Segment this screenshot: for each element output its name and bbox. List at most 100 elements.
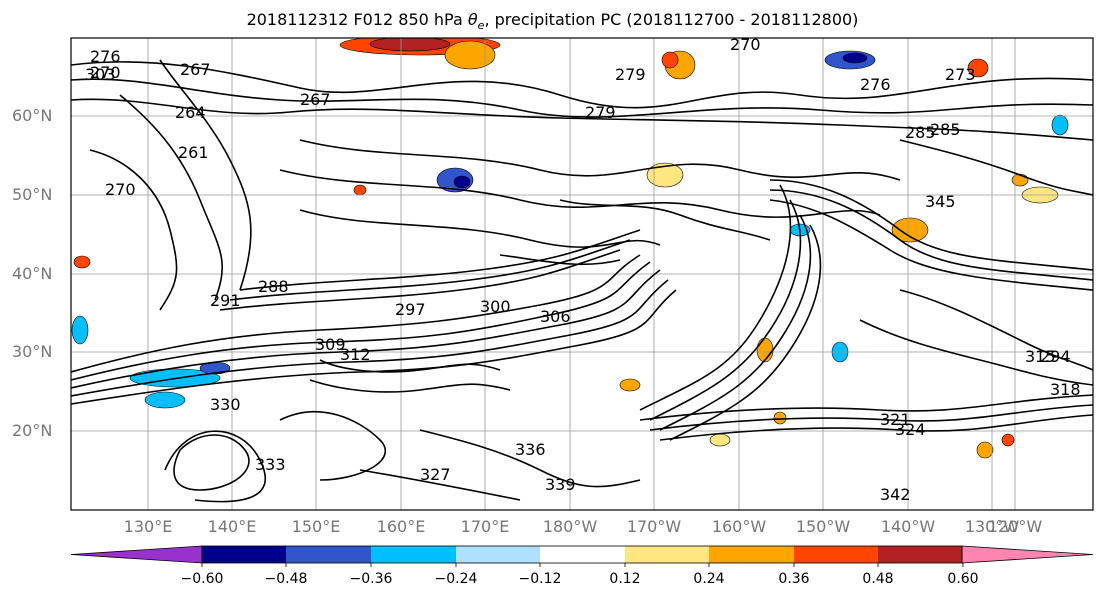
contour-label: 330 xyxy=(210,395,241,414)
precip-area xyxy=(144,391,186,409)
contour-label: 324 xyxy=(895,420,926,439)
contour-label: 279 xyxy=(615,65,646,84)
title-theta: θ xyxy=(467,10,478,29)
colorbar-tick-label: −0.36 xyxy=(349,571,393,587)
contour-label: 321 xyxy=(880,410,911,429)
precip-area xyxy=(73,255,91,269)
contour-label: 261 xyxy=(178,143,209,162)
contour-label: 264 xyxy=(175,103,206,122)
lon-label: 150°W xyxy=(795,517,851,536)
contour-label: 267 xyxy=(300,90,331,109)
title-suffix: , precipitation PC (2018112700 - 2018112… xyxy=(484,10,859,29)
precip-area xyxy=(1001,433,1015,447)
theta-e-contour xyxy=(71,61,1093,109)
contour-label: 288 xyxy=(258,277,289,296)
lon-label: 130°E xyxy=(123,517,173,536)
precip-area xyxy=(891,217,929,243)
precip-area xyxy=(369,38,451,52)
theta-e-contour xyxy=(659,214,812,431)
lon-label: 170°E xyxy=(460,517,510,536)
colorbar-outline xyxy=(201,545,963,564)
lon-label: 120°W xyxy=(987,517,1043,536)
theta-e-contour xyxy=(71,254,641,373)
lat-label: 20°N xyxy=(12,421,53,440)
lon-label: 140°W xyxy=(880,517,936,536)
lat-label: 50°N xyxy=(12,185,53,204)
theta-e-contour xyxy=(229,239,631,301)
colorbar-segment xyxy=(456,546,540,563)
colorbar-tick-label: 0.12 xyxy=(609,571,641,587)
contour-label: 270 xyxy=(90,63,121,82)
theta-e-contour xyxy=(89,149,178,311)
contour-label: 306 xyxy=(540,307,571,326)
colorbar-extend-high xyxy=(961,545,1094,564)
contour-label: 345 xyxy=(925,192,956,211)
contour-label: 291 xyxy=(210,291,241,310)
contour-label: 339 xyxy=(545,475,576,494)
theta-e-contour xyxy=(319,359,501,373)
theta-e-contour xyxy=(899,139,1093,196)
contour-label: 309 xyxy=(315,335,346,354)
contour-label: 297 xyxy=(395,300,426,319)
precip-area xyxy=(773,411,787,425)
colorbar-segment xyxy=(709,546,794,563)
contour-label: 294 xyxy=(1040,347,1071,366)
lon-label: 150°E xyxy=(291,517,341,536)
contour-label: 267 xyxy=(180,60,211,79)
colorbar-segment xyxy=(202,546,286,563)
theta-e-contour xyxy=(559,199,771,241)
theta-e-contour xyxy=(499,254,621,266)
theta-e-contour xyxy=(71,269,661,389)
contour-label: 342 xyxy=(880,485,911,504)
theta-e-contour xyxy=(769,179,1093,271)
contour-label: 303 xyxy=(85,65,116,84)
colorbar-tick-label: −0.60 xyxy=(180,571,224,587)
theta-e-contour xyxy=(309,379,511,393)
contour-label: 318 xyxy=(1050,380,1081,399)
lon-label: 180°W xyxy=(542,517,598,536)
theta-e-contour xyxy=(219,249,621,311)
precip-area xyxy=(842,52,868,64)
lon-label: 130°W xyxy=(964,517,1020,536)
theta-e-contour xyxy=(71,78,1093,118)
theta-e-contour xyxy=(419,429,641,488)
theta-e-contour xyxy=(669,224,822,441)
lat-label: 30°N xyxy=(12,342,53,361)
lon-label: 140°E xyxy=(207,517,257,536)
lat-label: 60°N xyxy=(12,106,53,125)
title-prefix: 2018112312 F012 850 hPa xyxy=(246,10,468,29)
precip-area xyxy=(353,184,367,196)
theta-e-contour xyxy=(71,279,669,397)
colorbar-tick-label: −0.12 xyxy=(518,571,562,587)
theta-e-contour xyxy=(899,289,1093,371)
contour-label: 300 xyxy=(480,297,511,316)
contour-label: 285 xyxy=(930,120,961,139)
precip-area xyxy=(756,337,774,363)
theta-e-contour xyxy=(769,199,1093,291)
colorbar-tick-label: 0.48 xyxy=(862,571,894,587)
precip-area xyxy=(967,58,989,78)
chart-title: 2018112312 F012 850 hPa θe, precipitatio… xyxy=(0,10,1105,32)
colorbar-tick-label: 0.24 xyxy=(693,571,725,587)
theta-e-contour xyxy=(639,184,792,411)
lon-label: 160°W xyxy=(711,517,767,536)
contour-label: 270 xyxy=(105,180,136,199)
colorbar-segment xyxy=(286,546,371,563)
theta-e-contour xyxy=(859,319,1093,386)
precip-area xyxy=(1051,114,1069,136)
colorbar-tick-label: 0.36 xyxy=(778,571,810,587)
precip-area xyxy=(619,378,641,392)
contour-label: 315 xyxy=(1025,347,1056,366)
contour-label: 333 xyxy=(255,455,286,474)
theta-e-contour xyxy=(649,404,1093,431)
theta-e-contour xyxy=(159,59,252,291)
theta-e-contours xyxy=(71,59,1093,503)
title-theta-sub: e xyxy=(477,19,485,33)
contour-label: 279 xyxy=(585,103,616,122)
theta-e-contour xyxy=(659,414,1093,441)
theta-e-contour xyxy=(299,139,901,181)
colorbar-tick-label: −0.48 xyxy=(264,571,308,587)
